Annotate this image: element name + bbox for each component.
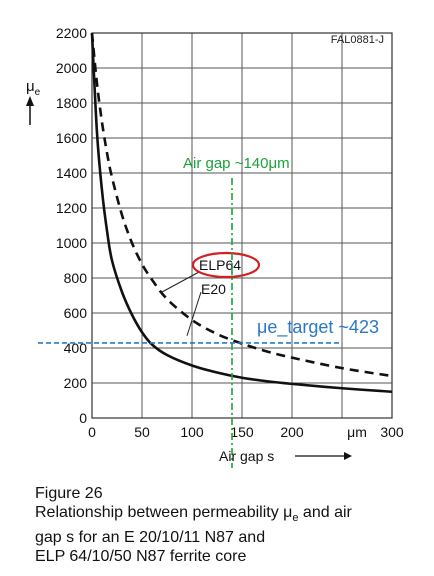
x-tick-label: 150 <box>230 424 254 440</box>
grid <box>91 32 393 419</box>
series-line-elp64 <box>90 32 393 378</box>
y-tick-label: 1400 <box>56 165 87 181</box>
curves: ELP64 E20 <box>90 32 393 394</box>
series-label-elp64: ELP64 <box>199 257 241 273</box>
annotations: Air gap ~140μm μe_target ~423 <box>38 155 379 468</box>
y-tick-label: 1200 <box>56 200 87 216</box>
plot-frame <box>91 32 393 419</box>
y-axis-label: μe <box>26 78 41 125</box>
y-tick-label: 1600 <box>56 130 87 146</box>
mu-target-annotation: μe_target ~423 <box>257 317 379 338</box>
y-axis-subscript: e <box>35 87 41 98</box>
y-tick-label: 800 <box>64 270 88 286</box>
x-tick-label: 300 <box>380 424 404 440</box>
highlight-circle <box>191 251 261 279</box>
tick-labels: 0200400600800100012001400160018002000220… <box>56 25 404 440</box>
y-tick-label: 1000 <box>56 235 87 251</box>
x-tick-label: 200 <box>280 424 304 440</box>
elp64-leader-line <box>161 271 200 293</box>
axes <box>91 32 393 419</box>
series-label-e20: E20 <box>201 281 226 297</box>
x-axis-title: Air gap s <box>219 448 274 464</box>
y-tick-label: 400 <box>64 340 88 356</box>
caption-line-4: ELP 64/10/50 N87 ferrite core <box>35 548 247 566</box>
caption-line-3: gap s for an E 20/10/11 N87 and <box>35 529 266 547</box>
y-tick-label: 2000 <box>56 60 87 76</box>
e20-leader-line <box>186 291 202 336</box>
caption-line-1: Figure 26 <box>35 485 103 502</box>
air-gap-annotation: Air gap ~140μm <box>183 155 290 172</box>
caption-line-2: Relationship between permeability μe and… <box>35 504 352 525</box>
x-tick-label: 0 <box>88 424 96 440</box>
y-tick-label: 0 <box>79 410 87 426</box>
y-tick-label: 1800 <box>56 95 87 111</box>
x-tick-label: 50 <box>134 424 150 440</box>
svg-text:μe: μe <box>26 78 41 98</box>
y-tick-label: 600 <box>64 305 88 321</box>
x-unit-label: μm <box>347 424 367 440</box>
x-axis-label: Air gap s <box>219 448 352 464</box>
x-tick-label: 100 <box>180 424 204 440</box>
y-tick-label: 2200 <box>56 25 87 41</box>
y-axis-symbol: μ <box>26 78 35 95</box>
y-tick-label: 200 <box>64 375 88 391</box>
series-line-e20 <box>90 32 393 394</box>
figure-code: FAL0881-J <box>331 34 384 46</box>
figure-caption: Figure 26 Relationship between permeabil… <box>35 484 430 566</box>
